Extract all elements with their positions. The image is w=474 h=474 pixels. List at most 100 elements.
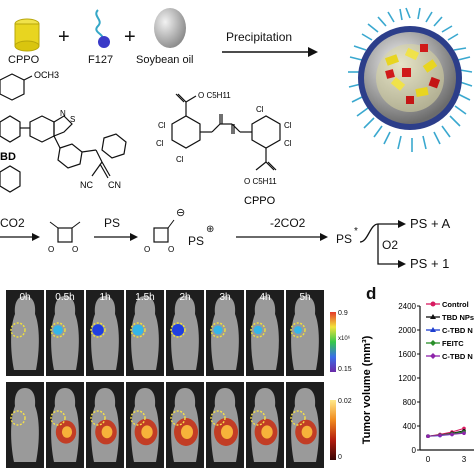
fluorescence-panel: [6, 382, 44, 468]
product-1: PS + A: [410, 216, 451, 231]
series-point: [462, 431, 466, 435]
f127-polymer-icon: [95, 9, 110, 48]
legend-label: FEITC: [442, 339, 464, 348]
luminescence-panel: 2h: [166, 290, 204, 376]
mouse-image: [50, 388, 79, 462]
y-tick-label: 800: [403, 398, 417, 407]
luminescence-panel: 1.5h: [126, 290, 164, 376]
timepoint-label: 3h: [219, 292, 231, 303]
series-point: [426, 434, 430, 438]
fluorescence-panel: [246, 382, 284, 468]
reaction-arrow-icon: [94, 233, 138, 241]
tbd-fragment-label: BD: [0, 151, 16, 163]
series-line: [427, 432, 465, 437]
thiadiazole-s: S: [70, 115, 75, 124]
luminescence-panel: 0.5h: [46, 290, 84, 376]
mouse-image: [250, 388, 279, 462]
mouse-image: [290, 388, 319, 462]
cppo-ester-top: O C5H11: [198, 91, 231, 100]
scale2-min: 0: [338, 454, 342, 461]
series-point: [450, 432, 454, 437]
cppo-structure-label: CPPO: [244, 195, 276, 207]
timepoint-label: 0.5h: [55, 292, 75, 303]
mouse-image: [130, 388, 159, 462]
mouse-image: [170, 296, 199, 370]
cl-6: Cl: [284, 139, 292, 148]
decarboxylation-label: -2CO2: [270, 216, 306, 230]
precipitation-arrow-icon: [222, 47, 318, 57]
fluorescence-panel: [166, 382, 204, 468]
mouse-image: [210, 388, 239, 462]
legend-marker: [430, 314, 436, 319]
fluorescence-row: [6, 382, 328, 468]
luminescence-panel: 1h: [86, 290, 124, 376]
ps-radical-cation: PS: [188, 234, 205, 248]
svg-text:O: O: [48, 245, 54, 254]
soybean-oil-drop-icon: [154, 8, 186, 48]
luminescence-panel: 4h: [246, 290, 284, 376]
nitrile-left: NC: [80, 180, 93, 190]
scale1-max: 0.9: [338, 310, 348, 317]
y-tick-label: 400: [403, 422, 417, 431]
tbd-structure: OCH3 N S NC CN BD: [0, 70, 127, 193]
fluorescence-panel: [46, 382, 84, 468]
fluorescence-panel: [206, 382, 244, 468]
fluorescence-panel: [286, 382, 324, 468]
legend-marker: [430, 301, 436, 307]
luminescence-panel: 5h: [286, 290, 324, 376]
luminescence-panel: 3h: [206, 290, 244, 376]
mouse-image: [50, 296, 79, 370]
y-tick-label: 2400: [398, 302, 416, 311]
cl-4: Cl: [256, 105, 264, 114]
legend-label: C-TBD N: [442, 326, 473, 335]
mouse-image: [170, 388, 199, 462]
timepoint-label: 5h: [299, 292, 311, 303]
plus-sign: +: [58, 26, 70, 48]
mouse-image: [10, 296, 39, 370]
x-tick-label: 3: [462, 455, 467, 464]
cppo-cylinder-icon: [14, 18, 40, 52]
cppo-ester-bottom: O C5H11: [244, 177, 277, 186]
branch-arrow-icon: [359, 220, 406, 268]
charge-minus: ⊖: [176, 207, 186, 219]
luminescence-panel: 0h: [6, 290, 44, 376]
excited-ps: PS: [336, 232, 353, 246]
fluorescence-panel: [86, 382, 124, 468]
panel-d-letter: d: [366, 284, 377, 303]
svg-text:O: O: [144, 245, 150, 254]
timepoint-label: 4h: [259, 292, 271, 303]
cl-1: Cl: [158, 121, 166, 130]
y-axis-label: Tumor volume (mm³): [361, 335, 373, 444]
methoxy-group: OCH3: [34, 70, 59, 80]
reagent-f127-label: F127: [88, 54, 114, 66]
mouse-image: [130, 296, 159, 370]
mouse-image: [250, 296, 279, 370]
svg-text:O: O: [168, 245, 174, 254]
legend-label: TBD NPs: [442, 313, 474, 322]
y-tick-label: 0: [412, 446, 417, 455]
nanoparticle-illustration: [348, 7, 473, 152]
y-tick-label: 1600: [398, 350, 416, 359]
scale1-min: 0.15: [338, 366, 352, 373]
mouse-image: [90, 388, 119, 462]
excited-star: *: [354, 226, 358, 237]
luminescence-row: 0h 0.5h 1h 1.5h 2h 3h 4h 5h: [6, 290, 328, 376]
tumor-volume-chart: Tumor volume (mm³) 2400 2000 1600 1200 800 40…: [361, 300, 474, 464]
legend-marker: [430, 340, 436, 346]
legend-marker: [430, 327, 436, 332]
reagent-cppo-label: CPPO: [8, 54, 40, 66]
mouse-image: [10, 388, 39, 462]
reaction-arrow-icon: [0, 233, 40, 241]
svg-text:O: O: [72, 245, 78, 254]
cppo-structure: O C5H11 O C5H11 Cl Cl Cl Cl Cl Cl CPPO: [156, 91, 292, 207]
legend-label: C-TBD N: [442, 352, 473, 361]
charge-plus: ⊕: [206, 224, 215, 235]
fluorescence-colorbar: [330, 400, 336, 460]
mouse-image: [90, 296, 119, 370]
nitrile-right: CN: [108, 180, 121, 190]
cl-2: Cl: [156, 139, 164, 148]
oxygen-label: O2: [382, 238, 399, 252]
thiadiazole-n: N: [60, 109, 66, 118]
